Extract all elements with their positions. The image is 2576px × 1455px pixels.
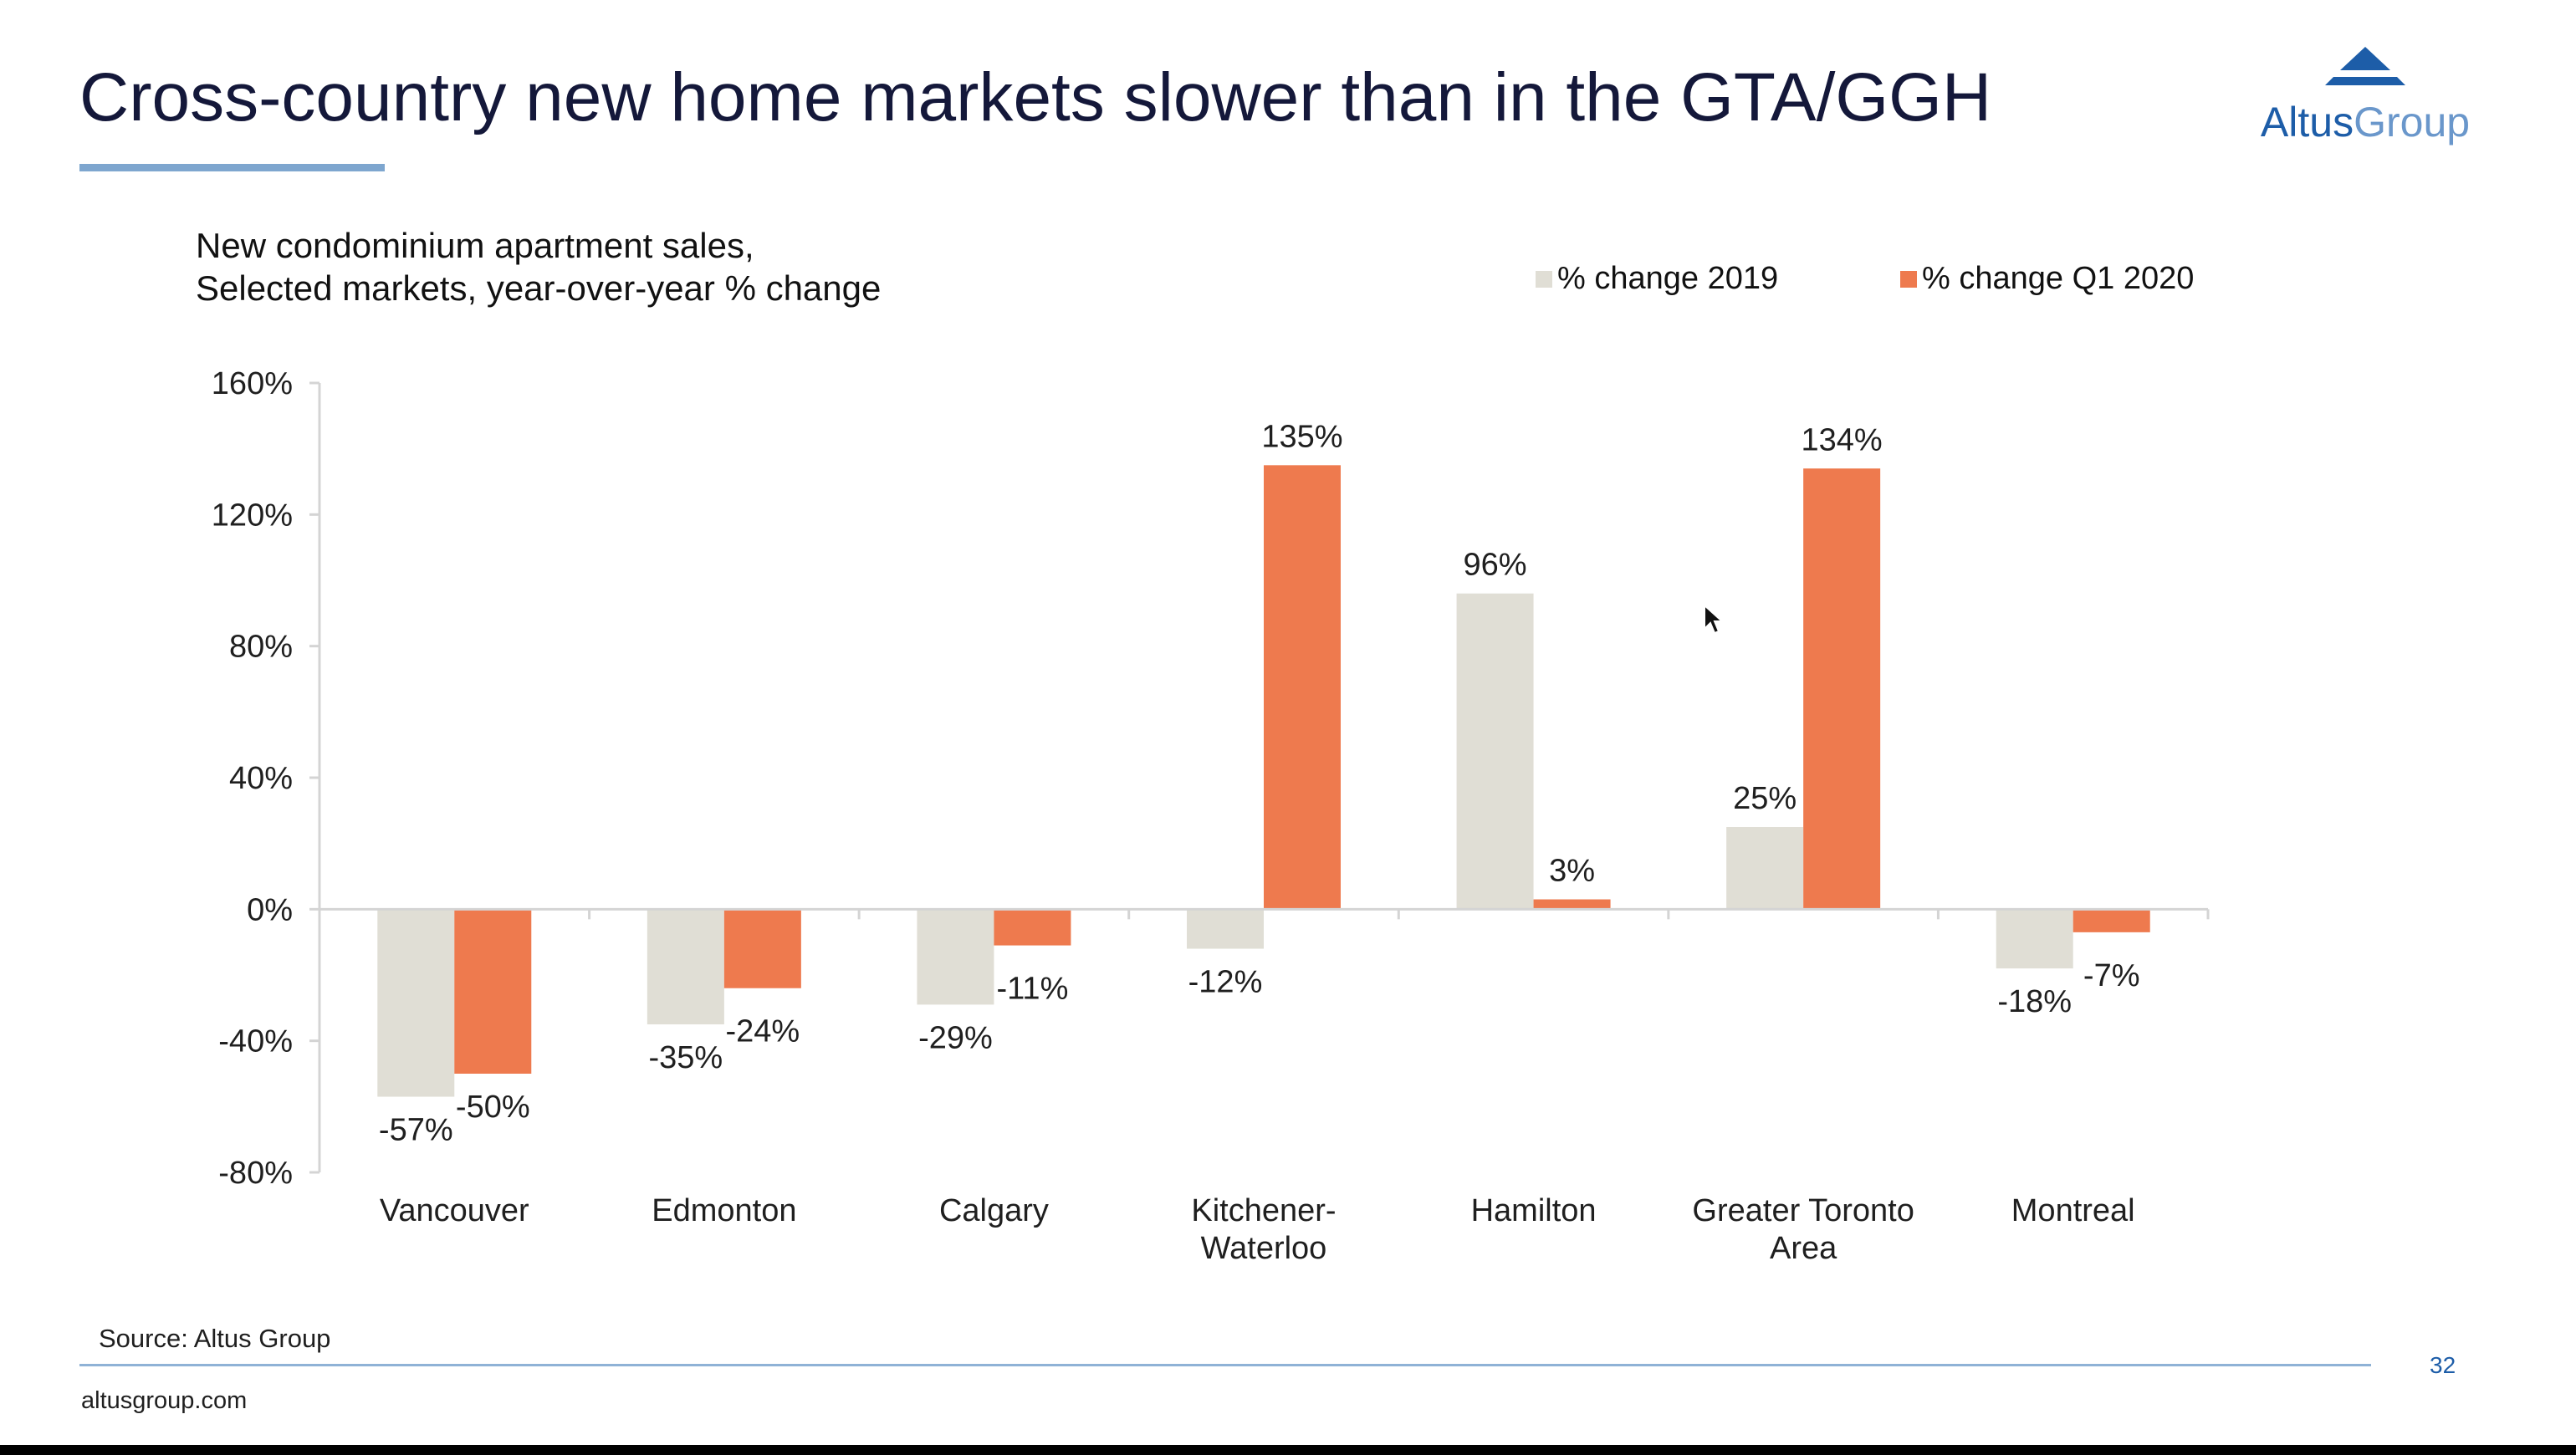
logo-suffix: Group (2354, 99, 2471, 146)
page-number: 32 (2430, 1352, 2456, 1378)
logo-brand: Altus (2260, 99, 2354, 146)
data-label: -35% (648, 1040, 723, 1075)
category-label: Vancouver (380, 1193, 529, 1228)
bar-2019 (1996, 909, 2073, 969)
category-label: Montreal (2011, 1193, 2135, 1228)
data-label: 3% (1549, 854, 1595, 889)
title-underline (79, 164, 385, 171)
altus-mountain-icon (2325, 47, 2405, 85)
category-label: Calgary (939, 1193, 1049, 1228)
y-tick-label: 160% (212, 366, 293, 401)
bar-2019 (1726, 827, 1804, 910)
category-label: Kitchener- (1191, 1193, 1336, 1228)
legend-swatch (1536, 271, 1552, 288)
slide-title: Cross-country new home markets slower th… (79, 59, 1992, 135)
legend-label: % change Q1 2020 (1922, 261, 2194, 296)
bar-q1-2020 (454, 909, 532, 1074)
data-label: 135% (1261, 419, 1342, 454)
bar-2019 (647, 909, 724, 1024)
bar-2019 (1187, 909, 1264, 949)
category-label: Hamilton (1471, 1193, 1597, 1228)
bar-q1-2020 (994, 909, 1071, 946)
data-label: 134% (1802, 422, 1883, 457)
data-label: -18% (1997, 984, 2072, 1019)
y-tick-label: -40% (218, 1024, 293, 1059)
chart-title-line: Selected markets, year-over-year % chang… (196, 268, 881, 308)
data-label: -50% (456, 1090, 530, 1125)
y-tick-label: 40% (229, 761, 293, 796)
data-label: -12% (1188, 965, 1263, 1000)
bar-q1-2020 (2073, 909, 2150, 932)
bar-q1-2020 (723, 909, 801, 988)
data-label: 96% (1464, 548, 1527, 583)
category-label: Edmonton (652, 1193, 796, 1228)
data-label: -11% (996, 972, 1068, 1007)
data-label: -29% (918, 1020, 993, 1055)
footer-rule (79, 1364, 2371, 1366)
y-tick-label: -80% (218, 1156, 293, 1191)
altus-group-logo: AltusGroup (2246, 43, 2484, 154)
category-label: Greater Toronto (1692, 1193, 1914, 1228)
source-note: Source: Altus Group (99, 1324, 331, 1353)
legend-label: % change 2019 (1557, 261, 1778, 296)
y-tick-label: 120% (212, 498, 293, 533)
data-label: -57% (379, 1113, 453, 1148)
legend-swatch (1900, 271, 1917, 288)
chart-title-line: New condominium apartment sales, (196, 226, 754, 265)
bar-2019 (917, 909, 994, 1005)
data-label: 25% (1733, 781, 1797, 816)
logo-wordmark: AltusGroup (2246, 98, 2484, 146)
bar-q1-2020 (1264, 465, 1341, 910)
bar-q1-2020 (1803, 468, 1881, 910)
category-label: Area (1770, 1231, 1837, 1266)
category-label: Waterloo (1201, 1231, 1327, 1266)
bar-2019 (1456, 593, 1534, 910)
bar-2019 (377, 909, 455, 1097)
y-tick-label: 80% (229, 630, 293, 665)
bar-q1-2020 (1533, 899, 1611, 910)
y-tick-label: 0% (247, 892, 293, 927)
footer-url: altusgroup.com (81, 1387, 248, 1414)
bar-chart: New condominium apartment sales,Selected… (196, 226, 2210, 1266)
data-label: -24% (725, 1014, 800, 1049)
data-label: -7% (2083, 958, 2140, 993)
mouse-pointer-icon (1704, 604, 1725, 635)
